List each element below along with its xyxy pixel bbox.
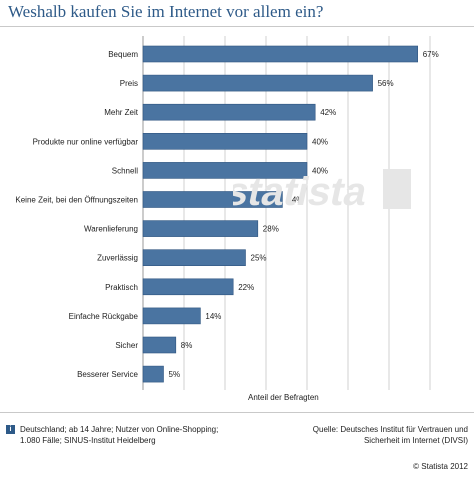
value-label: 34% [287,196,303,205]
value-label: 28% [263,225,279,234]
footer-survey-info: Deutschland; ab 14 Jahre; Nutzer von Onl… [20,425,219,445]
category-label: Schnell [112,166,138,175]
bar[interactable] [142,220,259,237]
value-label: 67% [423,50,439,59]
category-label: Preis [120,79,138,88]
bar[interactable] [142,365,164,383]
category-label: Praktisch [105,283,138,292]
category-label: Sicher [115,341,138,350]
category-label: Einfache Rückgabe [69,312,139,321]
value-label: 5% [169,370,181,379]
chart-title: Weshalb kaufen Sie im Internet vor allem… [8,2,324,21]
bar[interactable] [142,336,177,354]
bar[interactable] [142,307,201,325]
x-axis-label: Anteil der Befragten [248,393,319,402]
category-label: Zuverlässig [97,254,138,263]
value-label: 25% [251,254,267,263]
category-label: Keine Zeit, bei den Öffnungszeiten [15,196,138,205]
value-label: 40% [312,137,328,146]
bar[interactable] [142,103,316,121]
bar-chart: Bequem 67% Preis 56% Mehr Zeit 42% Produkte nu… [15,36,439,390]
title-divider [0,26,474,27]
copyright-notice: © Statista 2012 [413,462,468,471]
bar[interactable] [142,74,373,92]
footer-source: Quelle: Deutsches Institut für Vertrauen… [312,425,468,445]
category-label: Mehr Zeit [104,108,139,117]
footer-divider [0,412,474,413]
value-label: 56% [378,79,394,88]
category-label: Produkte nur online verfügbar [33,137,139,146]
bar[interactable] [142,249,246,266]
category-label: Warenlieferung [84,225,138,234]
category-label: Besserer Service [77,370,138,379]
bar[interactable] [142,45,419,63]
value-label: 40% [312,166,328,175]
bar[interactable] [142,278,234,296]
value-label: 8% [181,341,193,350]
bar[interactable] [142,133,308,150]
value-label: 14% [205,312,221,321]
bar[interactable] [142,191,283,208]
info-icon[interactable]: i [6,425,15,434]
bar[interactable] [142,162,308,179]
value-label: 42% [320,108,336,117]
value-label: 22% [238,283,254,292]
category-label: Bequem [108,50,138,59]
